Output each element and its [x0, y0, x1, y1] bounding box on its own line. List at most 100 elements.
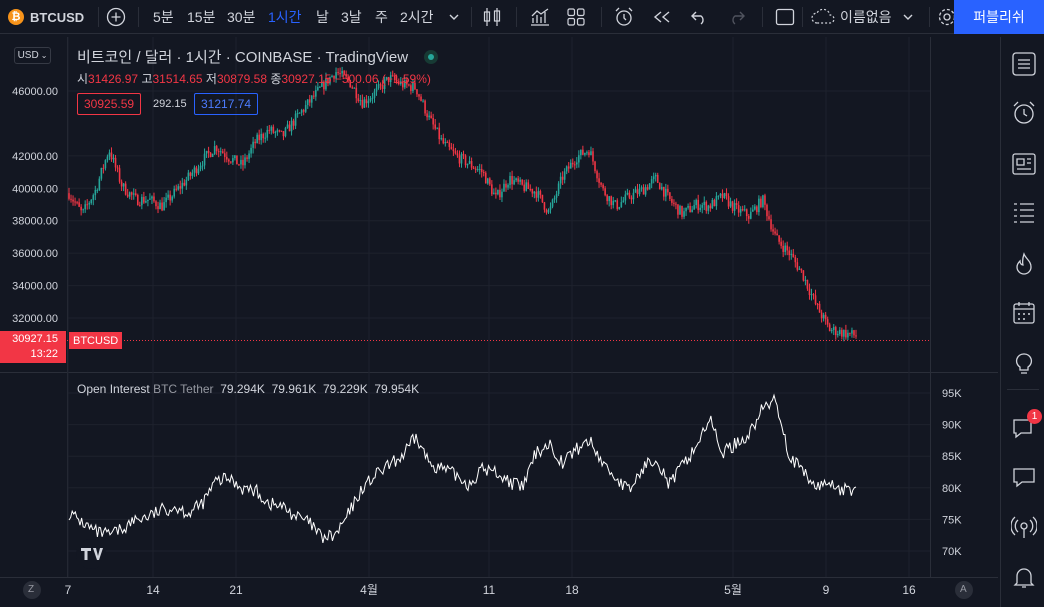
interval-1h[interactable]: 1시간: [268, 9, 302, 25]
plus-circle-icon: [106, 7, 126, 27]
buy-button[interactable]: 31217.74: [194, 93, 259, 115]
time-tick-label: 4월: [360, 583, 378, 597]
candle-body: [323, 81, 325, 90]
compare-add-button[interactable]: [106, 0, 126, 34]
candle-body: [630, 197, 633, 200]
auto-scale-a-label: A: [960, 584, 967, 595]
interval-dropdown[interactable]: [448, 0, 460, 34]
candle-body: [450, 146, 453, 150]
candle-body: [361, 100, 364, 108]
auto-scale-z-button[interactable]: [23, 581, 41, 599]
templates-button[interactable]: [566, 0, 586, 34]
calendar-icon[interactable]: [1011, 300, 1037, 326]
settings-button[interactable]: [937, 0, 955, 34]
interval-5m[interactable]: 5분: [153, 9, 174, 25]
candle-body: [319, 86, 321, 88]
candle-body: [713, 200, 716, 207]
candle-body: [179, 186, 182, 189]
currency-selector[interactable]: USD ⌄: [14, 47, 51, 64]
indicators-button[interactable]: [529, 0, 551, 34]
auto-scale-a-button[interactable]: [955, 581, 973, 599]
interval-30m[interactable]: 30분: [227, 9, 256, 25]
grid-lines: [67, 37, 930, 577]
object-tree-icon[interactable]: [1011, 199, 1037, 225]
candle-body: [578, 155, 580, 163]
symbol-legend: 비트코인 / 달러 · 1시간 · COINBASE · TradingView…: [77, 46, 439, 87]
candle-body: [808, 288, 811, 295]
undo-button[interactable]: [690, 0, 708, 34]
price-axis: 50000.0046000.0042000.0040000.0038000.00…: [12, 86, 58, 325]
candle-body: [691, 209, 693, 213]
candle-body: [489, 178, 491, 185]
candle-body: [790, 253, 793, 256]
candle-body: [478, 168, 481, 170]
candle-body: [276, 130, 279, 132]
chart-type-button[interactable]: [482, 0, 502, 34]
interval-15m[interactable]: 15분: [187, 9, 216, 25]
candle-body: [743, 209, 746, 211]
candle-body: [517, 178, 519, 182]
candle-body: [652, 176, 655, 180]
layout-name-button[interactable]: 이름없음: [810, 0, 914, 34]
candle-body: [590, 151, 592, 156]
last-price-value: 30927.15: [12, 333, 58, 345]
candle-body: [654, 174, 657, 177]
candle-body: [747, 216, 750, 219]
candle-body: [240, 159, 242, 165]
redo-button[interactable]: [728, 0, 746, 34]
candle-body: [404, 80, 406, 88]
interval-2h[interactable]: 2시간: [400, 9, 434, 25]
candle-body: [260, 133, 262, 141]
alarm-clock-icon[interactable]: [1011, 100, 1037, 126]
sell-button[interactable]: 30925.59: [77, 93, 142, 115]
publish-button[interactable]: 퍼블리쉬: [954, 0, 1044, 34]
streams-broadcast-icon[interactable]: [1011, 515, 1037, 541]
candle-body: [725, 193, 728, 197]
candle-body: [683, 211, 685, 217]
candle-body: [816, 303, 819, 305]
candle-body: [476, 169, 479, 171]
interval-1w[interactable]: 주: [375, 9, 388, 25]
candle-body: [213, 146, 216, 154]
top-toolbar: ₿ BTCUSD 5분 15분 30분 1시간 날 3날 주 2시간: [0, 0, 1044, 34]
hotlist-flame-icon[interactable]: [1011, 251, 1037, 277]
candle-body: [76, 202, 78, 204]
chat-icon[interactable]: [1011, 464, 1037, 490]
candle-body: [648, 183, 651, 190]
candle-body: [828, 324, 831, 332]
candle-body: [820, 312, 823, 319]
candle-body: [292, 120, 295, 126]
candle-body: [640, 187, 643, 189]
chart-area[interactable]: 50000.0046000.0042000.0040000.0038000.00…: [0, 37, 998, 607]
candle-body: [756, 206, 758, 213]
interval-1d[interactable]: 날: [316, 9, 329, 25]
candle-body: [509, 176, 511, 185]
oi-tick-label: 85K: [942, 451, 962, 463]
candle-body: [355, 87, 358, 99]
candle-body: [337, 72, 339, 74]
candle-body: [533, 191, 536, 194]
symbol-search[interactable]: ₿ BTCUSD: [8, 0, 84, 34]
series-title[interactable]: 비트코인 / 달러 · 1시간 · COINBASE · TradingView: [77, 49, 409, 66]
ideas-lightbulb-icon[interactable]: [1011, 351, 1037, 377]
candle-body: [272, 126, 275, 133]
candle-body: [381, 84, 384, 90]
interval-3d[interactable]: 3날: [341, 9, 362, 25]
indicator-name[interactable]: Open Interest: [77, 382, 150, 396]
time-tick-label: 5월: [724, 583, 742, 597]
square-icon: [775, 8, 795, 26]
candle-body: [468, 161, 471, 164]
alert-button[interactable]: [613, 0, 635, 34]
gear-icon: [938, 8, 955, 26]
fullscreen-button[interactable]: [775, 0, 795, 34]
watchlist-icon[interactable]: [1011, 51, 1037, 77]
candle-body: [695, 199, 697, 206]
symbol-tag: BTCUSD: [69, 332, 123, 349]
chart-canvas[interactable]: 50000.0046000.0042000.0040000.0038000.00…: [0, 37, 998, 607]
candle-body: [810, 294, 813, 296]
candle-body: [173, 188, 176, 197]
news-icon[interactable]: [1011, 151, 1037, 177]
bell-icon[interactable]: [1011, 564, 1037, 590]
replay-button[interactable]: [652, 0, 672, 34]
candle-body: [484, 172, 487, 184]
